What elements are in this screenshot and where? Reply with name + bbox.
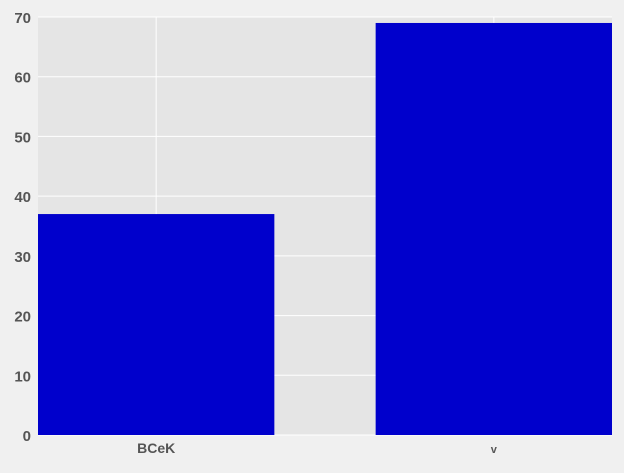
y-tick-label: 30 <box>14 249 31 266</box>
bar-0 <box>38 214 275 435</box>
bar-1 <box>375 22 612 435</box>
x-axis-ticks: BCeK v <box>137 440 498 456</box>
y-tick-label: 20 <box>14 309 31 326</box>
y-tick-label: 70 <box>14 10 31 27</box>
y-tick-label: 0 <box>23 428 31 445</box>
y-tick-label: 10 <box>14 368 31 385</box>
y-axis-ticks: 0 10 20 30 40 50 60 70 <box>14 10 31 445</box>
y-tick-label: 50 <box>14 129 31 146</box>
y-tick-label: 40 <box>14 189 31 206</box>
x-tick-label: v <box>491 444 498 456</box>
y-tick-label: 60 <box>14 70 31 87</box>
x-tick-label: BCeK <box>137 440 175 456</box>
bar-series <box>38 22 612 435</box>
